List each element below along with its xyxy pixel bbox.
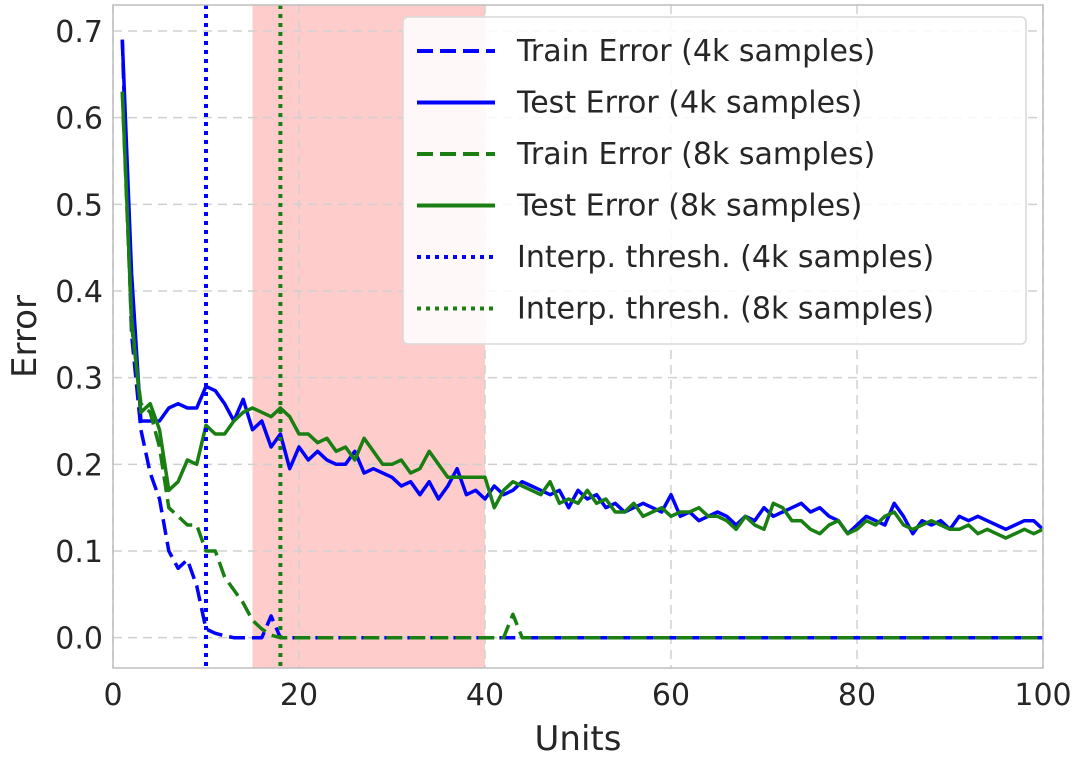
plot-frame — [112, 4, 1044, 669]
legend-label: Test Error (8k samples) — [516, 189, 862, 224]
legend-box — [402, 16, 1027, 345]
plot-border — [112, 4, 1044, 669]
y-tick-label: 0.2 — [55, 448, 103, 483]
series-test-line — [120, 91, 1044, 540]
series-train-line — [120, 91, 1043, 640]
tick-label-layer: 0 20 40 60 80 100 0.0 0.1 0.2 0.3 0.4 0.5 0.6 0.7 — [55, 15, 1071, 713]
series-layer — [120, 5, 1045, 668]
y-tick-label: 0.1 — [55, 535, 103, 570]
y-tick-label: 0.5 — [55, 188, 103, 223]
x-axis-label: Units — [535, 719, 622, 759]
y-tick-label: 0.4 — [55, 275, 103, 310]
legend-label: Train Error (8k samples) — [516, 137, 875, 172]
legend-label: Interp. thresh. (8k samples) — [517, 292, 934, 327]
x-tick-label: 80 — [838, 678, 876, 713]
x-tick-label: 0 — [103, 678, 122, 713]
y-tick-label: 0.6 — [55, 102, 103, 137]
x-tick-label: 40 — [466, 678, 504, 713]
x-tick-label: 100 — [1014, 678, 1071, 713]
legend: Train Error (4k samples) Test Error (4k s… — [402, 16, 1027, 345]
legend-label: Test Error (4k samples) — [516, 86, 862, 121]
y-tick-label: 0.3 — [55, 362, 103, 397]
legend-label: Train Error (4k samples) — [516, 34, 875, 69]
y-axis-label: Error — [5, 295, 45, 378]
y-tick-label: 0.0 — [55, 622, 103, 657]
x-tick-label: 20 — [280, 678, 318, 713]
x-tick-label: 60 — [652, 678, 690, 713]
y-tick-label: 0.7 — [55, 15, 103, 50]
legend-label: Interp. thresh. (4k samples) — [517, 240, 934, 275]
